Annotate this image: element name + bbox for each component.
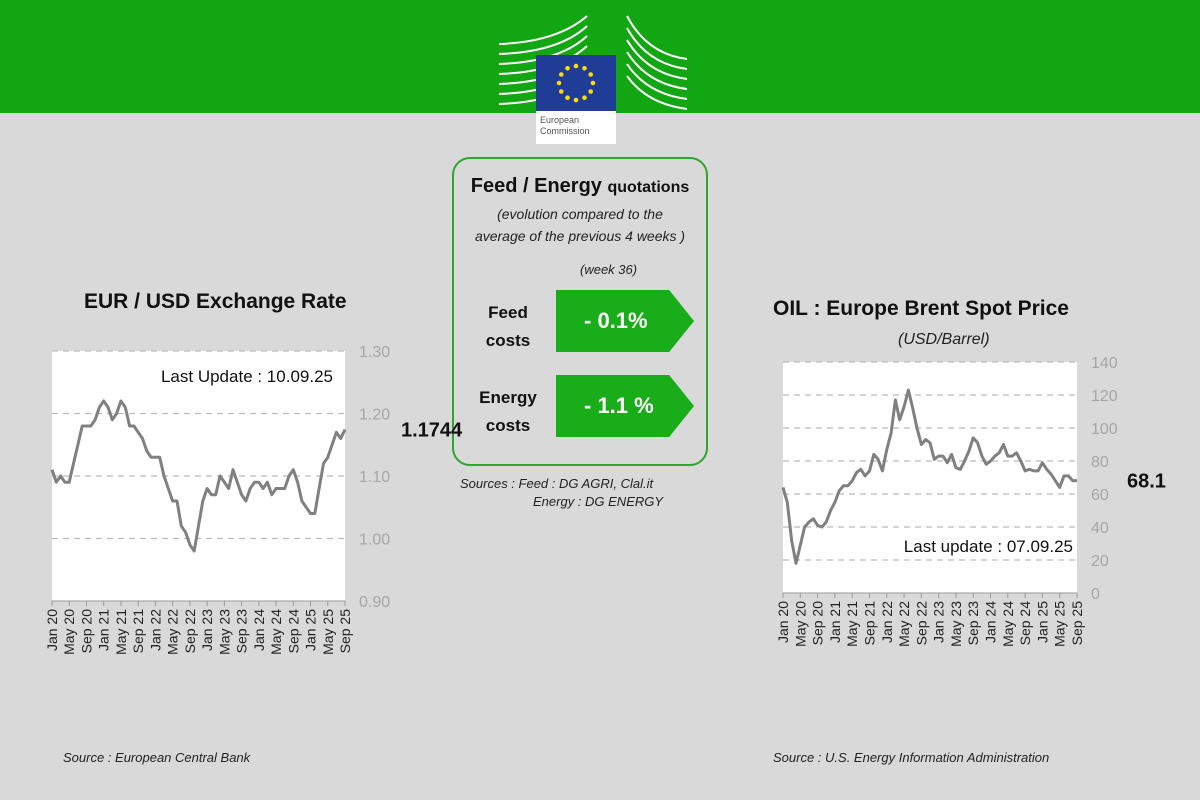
x-tick-label: Sep 24 [285,609,301,654]
y-tick-label: 1.10 [359,469,390,486]
x-tick-label: Jan 25 [303,609,319,651]
x-tick-label: Jan 21 [96,609,112,651]
panel-title-main: Feed / Energy [470,175,602,197]
x-tick-label: Jan 23 [199,609,215,651]
y-tick-label: 140 [1091,355,1118,372]
x-tick-label: May 21 [844,601,860,647]
x-tick-label: Sep 22 [182,609,198,654]
last-update-annotation: Last Update : 10.09.25 [161,367,333,386]
y-tick-label: 0.90 [359,594,390,611]
x-tick-label: Jan 25 [1034,601,1050,643]
x-tick-label: Sep 25 [337,609,353,654]
feed-energy-panel: Feed / Energy quotations (evolution comp… [452,157,708,466]
x-tick-label: May 24 [1000,601,1016,647]
x-tick-label: Jan 23 [931,601,947,643]
panel-sources-2: Energy : DG ENERGY [533,494,664,509]
x-tick-label: Sep 20 [78,609,94,654]
x-tick-label: Sep 25 [1069,601,1085,646]
eurusd-title: EUR / USD Exchange Rate [84,290,347,313]
last-value-label: 1.1744 [401,420,463,442]
subtitle-line-1: (evolution compared to the [497,206,663,222]
feed-costs-value: - 0.1% [556,290,694,352]
last-value-label: 68.1 [1127,471,1166,493]
x-tick-label: Sep 20 [810,601,826,646]
star-icon [573,63,579,69]
x-tick-label: May 23 [216,609,232,655]
x-tick-label: Sep 22 [913,601,929,646]
y-tick-label: 20 [1091,553,1109,570]
y-tick-label: 60 [1091,487,1109,504]
energy-costs-label: Energy costs [468,384,548,440]
y-tick-label: 120 [1091,388,1118,405]
x-tick-label: May 23 [948,601,964,647]
star-icon [590,80,596,86]
star-icon [582,65,587,71]
star-icon [573,97,579,103]
star-icon [565,65,570,71]
eurusd-source: Source : European Central Bank [63,750,251,765]
x-tick-label: Jan 21 [827,601,843,643]
feed-costs-label: Feed costs [468,299,548,355]
eu-flag-icon [536,55,616,111]
x-tick-label: May 24 [268,609,284,655]
panel-sources-1: Sources : Feed : DG AGRI, Clal.it [460,476,654,491]
x-tick-label: Sep 23 [234,609,250,654]
brent-title: OIL : Europe Brent Spot Price [773,297,1069,320]
x-tick-label: Sep 21 [130,609,146,654]
x-tick-label: May 25 [320,609,336,655]
star-icon [558,72,564,77]
subtitle-line-2: average of the previous 4 weeks ) [474,228,686,244]
x-tick-label: May 20 [792,601,808,647]
y-tick-label: 40 [1091,520,1109,537]
x-tick-label: May 25 [1052,601,1068,647]
last-update-annotation: Last update : 07.09.25 [904,537,1073,556]
x-tick-label: May 22 [896,601,912,647]
x-tick-label: Jan 22 [147,609,163,651]
label-line: Feed [488,303,528,322]
x-tick-label: Jan 20 [44,609,60,651]
x-tick-label: Sep 23 [965,601,981,646]
x-tick-label: Sep 24 [1017,601,1033,646]
panel-title-rest: quotations [607,179,690,196]
x-tick-label: Jan 24 [251,609,267,651]
star-icon [565,95,570,101]
y-tick-label: 0 [1091,586,1100,603]
brent-subtitle: (USD/Barrel) [898,331,990,348]
star-icon [588,89,594,94]
star-icon [556,80,562,86]
y-tick-label: 1.30 [359,344,390,361]
logo-text: European Commission [536,111,616,144]
x-tick-label: May 20 [61,609,77,655]
label-line: Energy [479,388,537,407]
panel-title: Feed / Energy quotations [454,175,706,198]
star-icon [582,95,587,101]
y-tick-label: 80 [1091,454,1109,471]
star-icon [588,72,594,77]
x-tick-label: May 21 [113,609,129,655]
y-tick-label: 100 [1091,421,1118,438]
star-icon [558,89,564,94]
y-tick-label: 1.20 [359,407,390,424]
week-label: (week 36) [580,262,638,277]
x-tick-label: Jan 20 [775,601,791,643]
label-line: costs [485,331,531,350]
x-tick-label: Jan 24 [983,601,999,643]
brent-source: Source : U.S. Energy Information Adminis… [773,750,1050,765]
plot-area [783,362,1077,593]
x-tick-label: Jan 22 [879,601,895,643]
x-tick-label: May 22 [165,609,181,655]
y-tick-label: 1.00 [359,532,390,549]
energy-costs-value: - 1.1 % [556,375,694,437]
label-line: costs [485,416,531,435]
panel-subtitle: (evolution compared to the average of the… [454,203,706,247]
x-tick-label: Sep 21 [861,601,877,646]
